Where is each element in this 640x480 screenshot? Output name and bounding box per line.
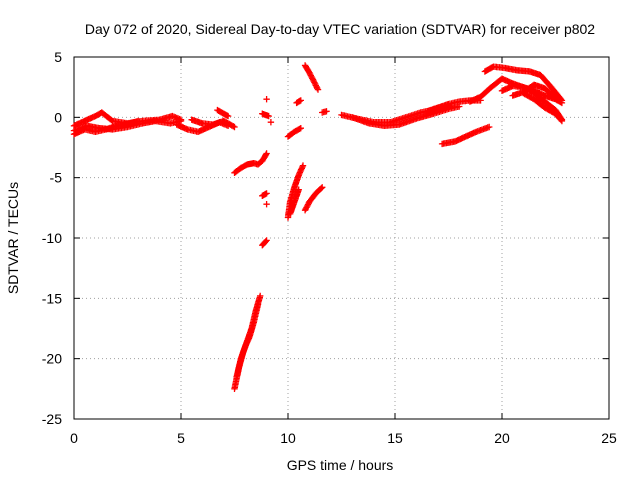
series-arc-o [267,119,275,126]
y-tick-label: -25 [42,411,62,427]
series-arc-m [263,96,270,103]
data-point-markers [319,108,330,116]
data-point-markers [301,184,326,214]
y-tick-label: -10 [42,230,62,246]
data-point-markers [286,186,302,218]
data-point-markers [349,103,463,129]
data-point-markers [231,150,270,176]
data-point-markers [263,201,270,208]
y-tick-label: -20 [42,351,62,367]
x-tick-label: 10 [280,430,296,446]
series-arc-c [70,117,142,138]
x-tick-label: 0 [70,430,78,446]
x-axis-label: GPS time / hours [287,457,394,473]
chart-title: Day 072 of 2020, Sidereal Day-to-day VTE… [85,21,595,37]
x-tick-label: 15 [387,430,403,446]
series-arc-i [233,301,262,380]
series-arc-f [214,106,232,120]
data-point-markers [259,190,270,199]
series-arc-g [231,150,270,176]
series-arc-n [259,110,272,120]
x-tick-labels: 0 5 10 15 20 25 [70,430,617,446]
y-tick-labels: 5 0 -5 -10 -15 -20 -25 [42,49,62,427]
x-tick-label: 20 [494,430,510,446]
data-layer [70,62,566,392]
series-arc-z [438,123,493,148]
data-point-markers [70,117,142,138]
data-point-markers [301,62,322,93]
data-point-markers [233,301,262,380]
series-arc-u [301,62,322,93]
series-arc-ae [520,90,566,125]
series-arc-s [284,125,304,140]
series-arc-v [319,108,330,116]
series-arc-q [286,186,302,218]
y-tick-label: -5 [50,170,63,186]
y-tick-label: 5 [54,49,62,65]
y-tick-label: -15 [42,290,62,306]
data-point-markers [188,116,238,131]
x-tick-label: 25 [601,430,617,446]
data-point-markers [259,110,272,120]
y-axis-label: SDTVAR / TECUs [5,182,21,294]
series-arc-ab [481,63,566,104]
y-tick-label: 0 [54,109,62,125]
tick-layer [73,56,610,420]
x-tick-label: 5 [177,430,185,446]
series-arc-e [188,116,238,131]
data-point-markers [267,119,275,126]
series-arc-t [293,97,304,107]
data-point-markers [293,97,304,107]
data-point-markers [259,237,270,249]
data-point-markers [284,125,304,140]
series-arc-j [259,237,270,249]
data-point-markers [438,123,493,148]
series-arc-r [301,184,326,214]
data-point-markers [263,96,270,103]
series-arc-x [349,103,463,129]
series-arc-l [263,201,270,208]
grid-layer [74,57,609,419]
series-arc-k [259,190,270,199]
data-point-markers [520,90,566,125]
data-point-markers [481,63,566,104]
data-point-markers [214,106,232,120]
